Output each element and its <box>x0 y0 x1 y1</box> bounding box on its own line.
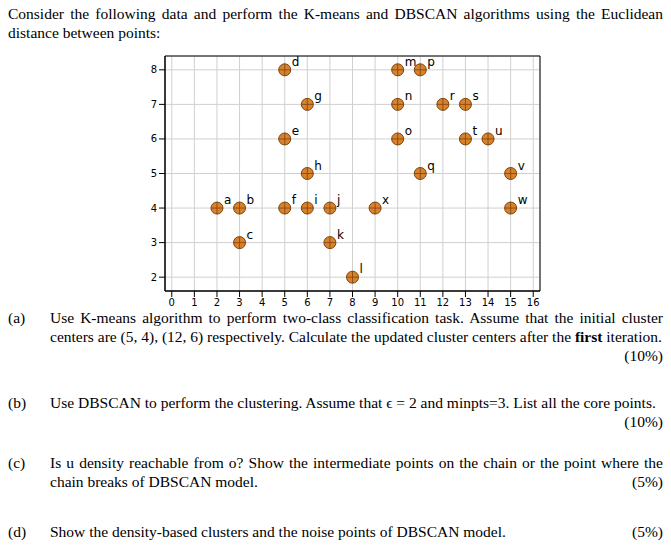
svg-text:d: d <box>292 56 300 69</box>
svg-text:12: 12 <box>436 297 449 308</box>
html-text:(c): (c) <box>8 454 26 471</box>
svg-text:q: q <box>427 159 435 173</box>
svg-text:n: n <box>405 89 413 103</box>
svg-text:b: b <box>247 193 255 207</box>
svg-text:g: g <box>314 89 322 103</box>
svg-text:8: 8 <box>151 64 157 75</box>
svg-text:8: 8 <box>349 297 355 308</box>
svg-text:v: v <box>518 159 525 173</box>
svg-text:1: 1 <box>191 297 197 308</box>
svg-text:2: 2 <box>151 272 157 283</box>
html-text:(10%): (10%) <box>624 347 663 364</box>
html-text:(10%): (10%) <box>624 413 663 430</box>
svg-text:u: u <box>495 124 503 138</box>
svg-text:5: 5 <box>282 297 288 308</box>
svg-text:16: 16 <box>527 297 540 308</box>
svg-text:0: 0 <box>169 297 175 308</box>
svg-text:15: 15 <box>504 297 517 308</box>
svg-text:4: 4 <box>151 203 157 214</box>
svg-text:6: 6 <box>304 297 310 308</box>
svg-text:7: 7 <box>327 297 333 308</box>
svg-text:f: f <box>292 193 297 207</box>
svg-text:14: 14 <box>482 297 495 308</box>
svg-text:h: h <box>314 159 322 173</box>
svg-text:9: 9 <box>372 297 378 308</box>
svg-text:7: 7 <box>151 99 157 110</box>
svg-text:s: s <box>472 89 478 103</box>
svg-text:5: 5 <box>151 168 157 179</box>
html-text:Use DBSCAN to perform the clus: Use DBSCAN to perform the clustering. As… <box>50 394 656 411</box>
html-text:(b): (b) <box>8 394 27 411</box>
svg-text:x: x <box>382 193 389 207</box>
html-text:(5%): (5%) <box>632 473 663 490</box>
svg-text:e: e <box>292 124 299 138</box>
svg-text:a: a <box>224 193 231 207</box>
html-text:Is u density reachable from o?: Is u density reachable from o? Show the … <box>50 454 663 490</box>
html-text:(d): (d) <box>8 523 27 540</box>
svg-text:10: 10 <box>391 297 404 308</box>
svg-text:3: 3 <box>151 237 157 248</box>
svg-text:p: p <box>427 56 435 69</box>
svg-text:4: 4 <box>259 297 265 308</box>
svg-text:o: o <box>405 124 412 138</box>
html-text:(5%): (5%) <box>632 523 663 540</box>
html-text:(a): (a) <box>8 309 26 326</box>
svg-text:11: 11 <box>414 297 427 308</box>
html-text:Consider the following data an: Consider the following data and perform … <box>8 5 663 41</box>
svg-text:r: r <box>450 89 455 103</box>
svg-text:w: w <box>518 193 528 207</box>
html-text:Use K-means algorithm to perfo: Use K-means algorithm to perform two-cla… <box>50 309 663 345</box>
svg-text:3: 3 <box>236 297 242 308</box>
svg-text:l: l <box>360 262 363 276</box>
svg-text:13: 13 <box>459 297 472 308</box>
svg-text:i: i <box>314 193 317 207</box>
svg-text:6: 6 <box>151 133 157 144</box>
html-text:Show the density-based cluster: Show the density-based clusters and the … <box>50 523 506 540</box>
svg-text:k: k <box>337 228 344 242</box>
svg-text:t: t <box>472 124 477 138</box>
svg-text:j: j <box>336 193 340 207</box>
svg-text:2: 2 <box>214 297 220 308</box>
svg-text:c: c <box>247 228 254 242</box>
